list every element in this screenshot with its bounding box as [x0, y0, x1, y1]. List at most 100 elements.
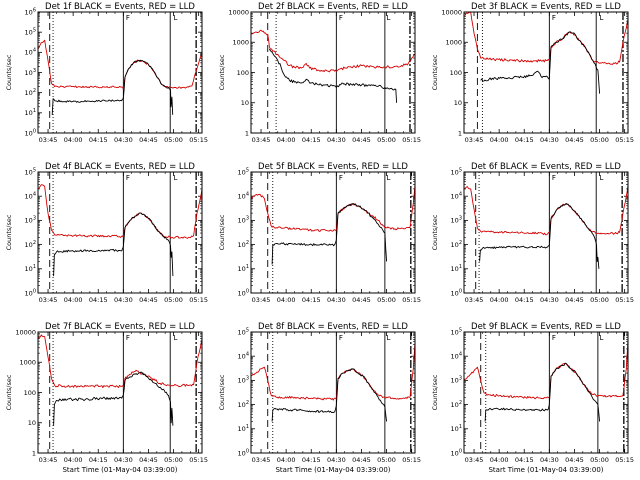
x-tick-label: 04:45 — [352, 296, 371, 304]
x-tick-label: 04:45 — [139, 136, 158, 144]
flag-marker-f: F — [552, 334, 556, 342]
y-axis-label: Counts/sec — [218, 374, 226, 410]
detector-panel-7: Det 7f BLACK = Events, RED = LLD Counts/s… — [5, 322, 208, 474]
detector-panel-3: Det 3f BLACK = Events, RED = LLD Counts/s… — [431, 2, 634, 144]
events-rate-line — [53, 212, 174, 277]
y-axis-label: Counts/sec — [5, 54, 13, 90]
x-tick-label: 03:45 — [252, 456, 271, 464]
x-tick-label: 05:00 — [590, 296, 609, 304]
y-tick-label: 102 — [238, 240, 249, 249]
y-axis-label: Counts/sec — [431, 54, 439, 90]
x-tick-label: 04:45 — [139, 456, 158, 464]
plot-area — [464, 172, 628, 293]
x-tick-label: 03:45 — [252, 296, 271, 304]
events-rate-line — [480, 31, 601, 94]
x-tick-label: 04:15 — [515, 136, 534, 144]
x-tick-label: 04:00 — [277, 456, 296, 464]
y-axis-label: Counts/sec — [218, 214, 226, 250]
y-tick-label: 105 — [238, 327, 249, 336]
y-tick-label: 1000 — [232, 39, 249, 47]
panel-title: Det 2f BLACK = Events, RED = LLD — [258, 2, 408, 12]
flag-marker-f: F — [339, 174, 343, 182]
flag-marker-l: L — [387, 174, 391, 182]
lld-rate-line — [38, 184, 202, 239]
y-tick-label: 10000 — [15, 328, 36, 336]
lld-rate-line — [251, 29, 415, 73]
x-tick-label: 04:45 — [565, 136, 584, 144]
y-tick-label: 103 — [25, 68, 36, 77]
y-tick-label: 101 — [25, 108, 36, 117]
y-tick-label: 105 — [451, 167, 462, 176]
x-tick-label: 04:30 — [114, 456, 133, 464]
plot-frame — [37, 11, 203, 134]
plot-area — [38, 172, 202, 293]
detector-panel-2: Det 2f BLACK = Events, RED = LLD Counts/s… — [218, 2, 421, 144]
y-tick-label: 101 — [451, 424, 462, 433]
y-tick-label: 100 — [451, 448, 462, 457]
x-tick-label: 03:45 — [252, 136, 271, 144]
plot-frame — [463, 171, 629, 294]
x-tick-label: 04:30 — [114, 296, 133, 304]
panel-title: Det 1f BLACK = Events, RED = LLD — [45, 2, 195, 12]
lld-rate-line — [464, 12, 628, 65]
y-tick-label: 100 — [451, 288, 462, 297]
y-tick-label: 100 — [238, 448, 249, 457]
y-tick-label: 103 — [451, 216, 462, 225]
y-tick-label: 100 — [25, 288, 36, 297]
flag-marker-f: F — [552, 174, 556, 182]
y-tick-label: 103 — [451, 376, 462, 385]
y-tick-label: 10000 — [228, 8, 249, 16]
y-tick-label: 1 — [245, 129, 249, 137]
x-tick-label: 04:45 — [565, 296, 584, 304]
detector-panel-4: Det 4f BLACK = Events, RED = LLD Counts/s… — [5, 162, 208, 304]
flag-marker-f: F — [339, 14, 343, 22]
y-tick-label: 105 — [451, 327, 462, 336]
y-tick-label: 104 — [238, 192, 249, 201]
x-tick-label: 04:00 — [64, 456, 83, 464]
x-tick-label: 05:15 — [402, 136, 421, 144]
x-tick-label: 04:15 — [515, 456, 534, 464]
flag-marker-l: L — [600, 334, 604, 342]
x-tick-label: 04:15 — [302, 456, 321, 464]
x-tick-label: 05:00 — [590, 456, 609, 464]
y-axis-label: Counts/sec — [5, 374, 13, 410]
detector-panel-9: Det 9f BLACK = Events, RED = LLD Counts/s… — [431, 322, 634, 474]
x-tick-label: 03:45 — [465, 456, 484, 464]
x-tick-label: 04:30 — [540, 296, 559, 304]
x-tick-label: 04:30 — [327, 136, 346, 144]
y-tick-label: 103 — [25, 216, 36, 225]
x-tick-label: 04:30 — [540, 456, 559, 464]
flag-marker-l: L — [387, 14, 391, 22]
lld-rate-line — [251, 184, 415, 232]
x-tick-label: 04:15 — [515, 296, 534, 304]
y-tick-label: 104 — [238, 352, 249, 361]
y-axis-label: Counts/sec — [5, 214, 13, 250]
x-axis-label: Start Time (01-May-04 03:39:00) — [488, 466, 603, 474]
plot-area — [464, 12, 628, 133]
panel-title: Det 3f BLACK = Events, RED = LLD — [471, 2, 621, 12]
y-tick-label: 104 — [25, 48, 36, 57]
detector-panel-6: Det 6f BLACK = Events, RED = LLD Counts/s… — [431, 162, 634, 304]
panel-title: Det 6f BLACK = Events, RED = LLD — [471, 162, 621, 172]
events-rate-line — [269, 48, 398, 103]
plot-frame — [250, 171, 416, 294]
y-tick-label: 104 — [25, 192, 36, 201]
y-tick-label: 1 — [32, 449, 36, 457]
x-tick-label: 05:15 — [189, 296, 208, 304]
x-tick-label: 04:30 — [114, 136, 133, 144]
y-tick-label: 100 — [450, 69, 462, 77]
x-tick-label: 03:45 — [465, 296, 484, 304]
x-tick-label: 04:30 — [327, 296, 346, 304]
y-tick-label: 105 — [25, 27, 36, 36]
x-tick-label: 04:00 — [64, 136, 83, 144]
x-tick-label: 03:45 — [465, 136, 484, 144]
x-tick-label: 04:45 — [352, 456, 371, 464]
flag-marker-l: L — [174, 174, 178, 182]
plot-area — [251, 332, 415, 453]
y-tick-label: 101 — [238, 424, 249, 433]
plot-frame — [250, 11, 416, 134]
plot-frame — [37, 171, 203, 294]
panel-title: Det 5f BLACK = Events, RED = LLD — [258, 162, 408, 172]
x-tick-label: 05:15 — [402, 456, 421, 464]
